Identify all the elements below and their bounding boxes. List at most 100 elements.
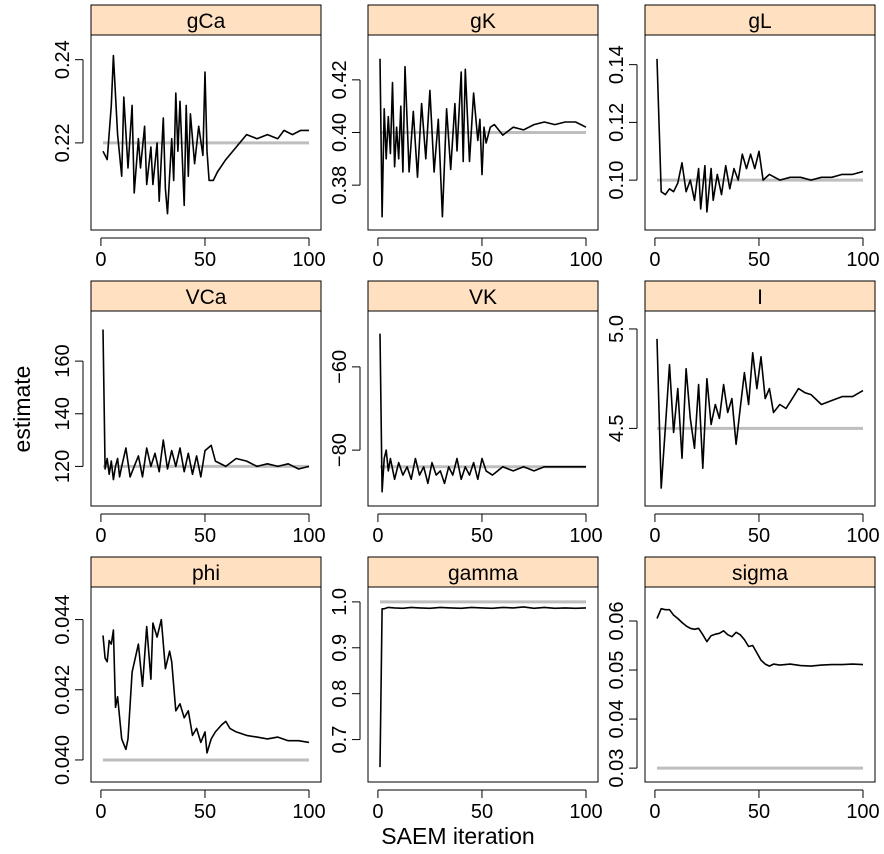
y-tick-label: 0.14	[606, 45, 628, 84]
y-tick-label: 0.9	[329, 634, 351, 662]
x-tick-label: 50	[194, 525, 216, 547]
panel-title: I	[757, 286, 763, 309]
x-tick-label: 100	[846, 801, 879, 823]
trace-line	[656, 58, 864, 213]
y-tick-label: −80	[329, 433, 351, 467]
panel-title: VCa	[186, 286, 227, 309]
y-tick-label: 0.8	[329, 680, 351, 708]
panel-gl: gL 0 50 100 0.10 0.12 0.14	[606, 4, 880, 271]
panel-gk: gK 0 50 100 0.38 0.40 0.42	[329, 4, 603, 271]
y-tick-label: 0.04	[606, 700, 628, 739]
panel-gca: gCa 0 50 100 0.22 0.24	[52, 4, 326, 271]
y-tick-label: 0.12	[606, 103, 628, 142]
x-tick-label: 0	[649, 801, 660, 823]
panel-title: gamma	[448, 562, 518, 585]
x-tick-label: 0	[372, 249, 383, 271]
trace-line	[379, 58, 587, 218]
strip-header	[90, 4, 322, 36]
trace-line	[102, 329, 310, 481]
y-tick-label: 0.03	[606, 749, 628, 788]
x-tick-label: 100	[846, 525, 879, 547]
strip-header	[644, 4, 876, 36]
x-tick-label: 0	[372, 801, 383, 823]
panel-title: gL	[748, 10, 771, 33]
y-tick-label: 0.10	[606, 161, 628, 200]
x-tick-label: 50	[471, 801, 493, 823]
plot-frame	[367, 310, 599, 507]
x-tick-label: 100	[569, 249, 602, 271]
panel-vk: VK 0 50 100 −80 −60	[329, 280, 603, 547]
y-tick-label: 0.38	[329, 166, 351, 205]
x-tick-label: 0	[372, 525, 383, 547]
x-tick-label: 50	[194, 801, 216, 823]
y-tick-label: −60	[329, 350, 351, 384]
trace-line	[379, 606, 587, 768]
y-tick-label: 0.06	[606, 602, 628, 641]
panel-i: I 0 50 100 4.5 5.0	[606, 280, 880, 547]
plot-frame	[90, 310, 322, 507]
y-tick-label: 0.22	[52, 123, 74, 162]
x-tick-label: 100	[569, 525, 602, 547]
panel-title: VK	[469, 286, 497, 309]
trace-line	[656, 607, 864, 667]
y-tick-label: 0.7	[329, 726, 351, 754]
y-tick-label: 0.24	[52, 40, 74, 79]
trace-line	[102, 54, 309, 215]
y-tick-label: 0.42	[329, 60, 351, 99]
x-tick-label: 100	[292, 525, 325, 547]
strip-header	[367, 4, 599, 36]
y-tick-label: 0.040	[52, 735, 74, 785]
x-tick-label: 100	[292, 249, 325, 271]
panel-title: sigma	[732, 562, 788, 585]
trace-line	[102, 618, 310, 754]
x-tick-label: 50	[194, 249, 216, 271]
y-tick-label: 140	[52, 397, 74, 430]
plot-frame	[644, 310, 876, 507]
panel-phi: phi 0 50 100 0.040 0.042 0.044	[52, 556, 326, 823]
x-tick-label: 0	[95, 801, 106, 823]
plot-frame	[367, 34, 599, 231]
x-tick-label: 0	[95, 249, 106, 271]
plot-frame	[644, 586, 876, 783]
trace-line	[656, 338, 864, 489]
plot-frame	[367, 586, 599, 783]
x-tick-label: 100	[569, 801, 602, 823]
x-tick-label: 50	[748, 525, 770, 547]
y-tick-label: 0.044	[52, 595, 74, 645]
panel-title: gCa	[187, 10, 226, 33]
x-tick-label: 50	[471, 525, 493, 547]
plot-frame	[90, 586, 322, 783]
y-axis-label: estimate	[9, 366, 35, 453]
y-tick-label: 4.5	[606, 414, 628, 442]
y-tick-label: 120	[52, 450, 74, 483]
y-tick-label: 1.0	[329, 588, 351, 616]
y-tick-label: 0.05	[606, 651, 628, 690]
panel-sigma: sigma 0 50 100 0.03 0.04 0.05 0.06	[606, 556, 880, 823]
y-tick-label: 5.0	[606, 315, 628, 343]
x-tick-label: 0	[649, 249, 660, 271]
panel-title: phi	[192, 562, 220, 585]
strip-header	[367, 556, 599, 588]
x-tick-label: 50	[748, 801, 770, 823]
y-tick-label: 0.042	[52, 665, 74, 715]
trace-line	[379, 333, 586, 493]
panel-grid: gCa 0 50 100 0.22 0.24 gK 0 50 100 0.38 0.40 0.42 gL 0…	[52, 4, 880, 823]
x-axis-label: SAEM iteration	[381, 823, 534, 849]
panel-title: gK	[470, 10, 496, 33]
y-tick-label: 0.40	[329, 113, 351, 152]
panel-vca: VCa 0 50 100 120 140 160	[52, 280, 326, 547]
plot-frame	[644, 34, 876, 231]
x-tick-label: 100	[846, 249, 879, 271]
panel-gamma: gamma 0 50 100 0.7 0.8 0.9 1.0	[329, 556, 603, 823]
x-tick-label: 100	[292, 801, 325, 823]
x-tick-label: 50	[748, 249, 770, 271]
x-tick-label: 0	[95, 525, 106, 547]
x-tick-label: 0	[649, 525, 660, 547]
y-tick-label: 160	[52, 344, 74, 377]
strip-header	[644, 556, 876, 588]
strip-header	[367, 280, 599, 312]
x-tick-label: 50	[471, 249, 493, 271]
plot-frame	[90, 34, 322, 231]
strip-header	[90, 556, 322, 588]
